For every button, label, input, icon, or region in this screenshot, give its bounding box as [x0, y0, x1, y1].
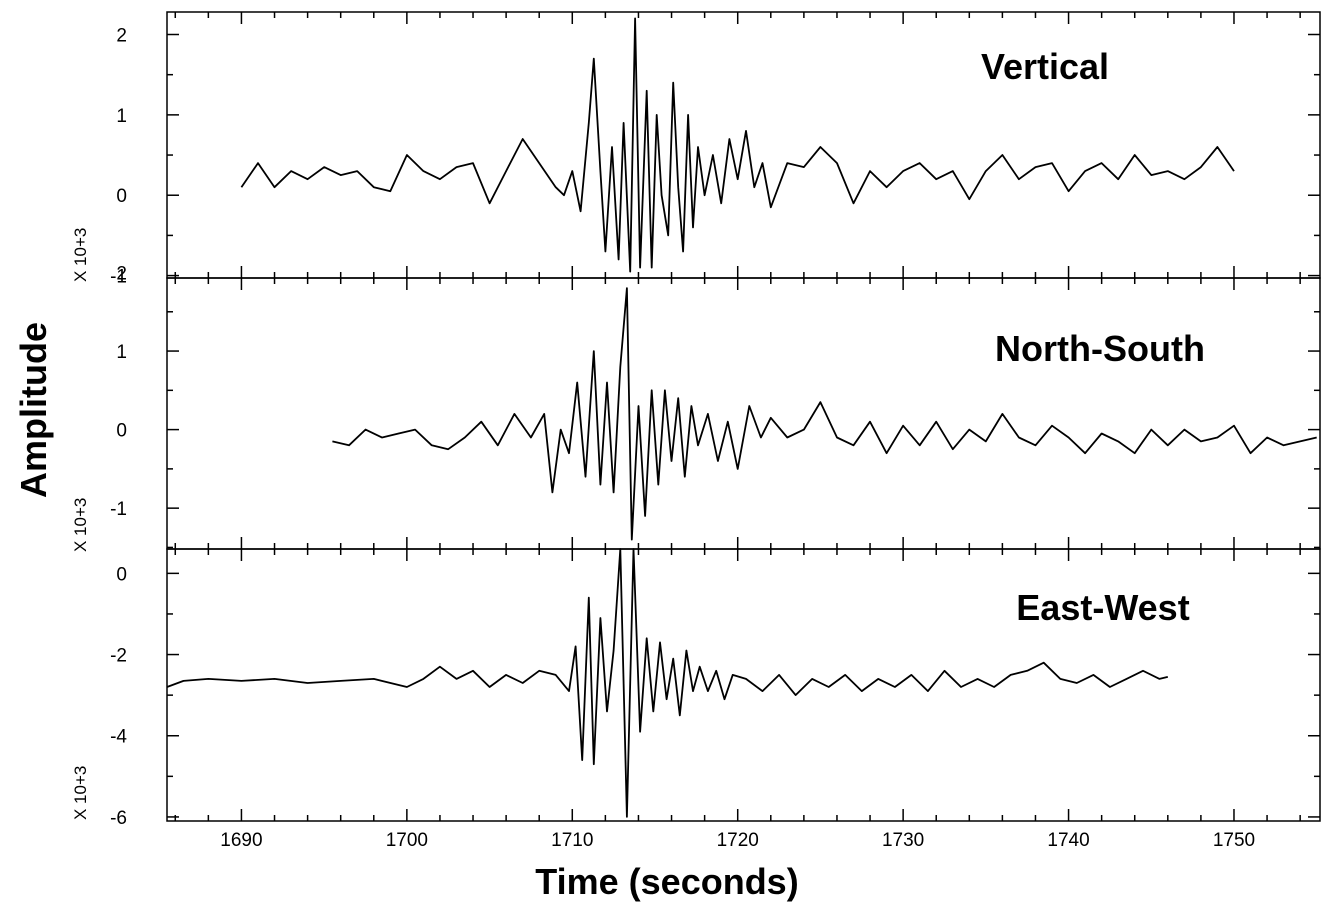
- x-tick-label: 1690: [220, 830, 262, 851]
- y-tick-label: 0: [116, 564, 127, 585]
- x-tick-label: 1720: [717, 830, 759, 851]
- x-tick-label: 1700: [386, 830, 428, 851]
- x-axis-title: Time (seconds): [535, 861, 798, 902]
- panel-title: Vertical: [981, 46, 1109, 87]
- y-tick-label: -1: [110, 499, 127, 520]
- x-tick-label: 1710: [551, 830, 593, 851]
- x-ticks: 1690 1700 1710 1720 1730 1740 1750: [220, 830, 1255, 851]
- y-tick-label: -2: [110, 646, 127, 667]
- east-west-trace: [166, 548, 1169, 818]
- y-tick-label: 0: [116, 421, 127, 442]
- y-tick-label: 1: [116, 342, 127, 363]
- panel-title: North-South: [995, 328, 1205, 369]
- plot-frame: [166, 548, 1321, 822]
- y-tick-label: 2: [116, 26, 127, 47]
- y-tick-label: -4: [110, 727, 127, 748]
- panel-title: East-West: [1016, 587, 1189, 628]
- panel-north-south: North-South X 10+3 -1 0 1 2: [71, 264, 1321, 552]
- y-ticks: -1 0 1 2: [110, 12, 1320, 288]
- y-multiplier: X 10+3: [71, 228, 90, 282]
- y-tick-label: 0: [116, 186, 127, 207]
- y-ticks: -6 -4 -2 0: [110, 549, 1320, 829]
- y-tick-label: 2: [116, 264, 127, 285]
- y-ticks: -1 0 1 2: [110, 264, 1320, 549]
- y-tick-label: -6: [110, 808, 127, 829]
- panel-east-west: East-West X 10+3 -6 -4 -2 0: [71, 548, 1321, 829]
- x-tick-label: 1750: [1213, 830, 1255, 851]
- y-multiplier: X 10+3: [71, 498, 90, 552]
- north-south-trace: [332, 287, 1317, 541]
- y-multiplier: X 10+3: [71, 766, 90, 820]
- y-axis-title: Amplitude: [13, 322, 54, 498]
- x-tick-label: 1740: [1047, 830, 1089, 851]
- y-tick-label: -1: [110, 267, 127, 288]
- y-tick-label: 1: [116, 106, 127, 127]
- x-tick-label: 1730: [882, 830, 924, 851]
- plot-frame: [166, 277, 1321, 550]
- panel-vertical: Vertical X 10+3 -1 0 1 2: [71, 11, 1321, 288]
- vertical-trace: [240, 17, 1235, 273]
